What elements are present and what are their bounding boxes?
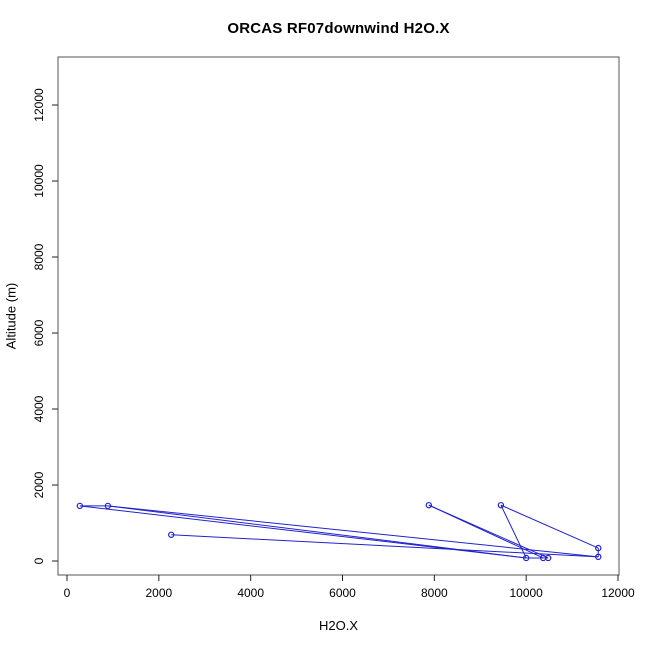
data-point-marker [425,501,433,509]
series-segment [428,504,549,559]
data-point-marker [595,553,602,561]
x-tick-label: 8000 [421,586,448,600]
chart-title: ORCAS RF07downwind H2O.X [227,20,450,37]
data-point-marker [497,501,505,509]
y-tick-label: 10000 [32,164,46,198]
y-tick-label: 8000 [32,243,46,270]
x-tick-label: 10000 [509,586,543,600]
data-point-marker [595,544,602,552]
series-segment [500,504,599,549]
series-segment [79,505,527,559]
series-segment [171,534,599,558]
y-tick-label: 12000 [32,88,46,122]
plot-frame [57,56,620,576]
y-tick-label: 2000 [32,471,46,498]
y-tick-label: 6000 [32,319,46,346]
x-tick-label: 4000 [237,586,264,600]
x-tick-label: 2000 [145,586,172,600]
y-tick-label: 0 [32,557,46,564]
series-segment [500,504,527,559]
series-segment [107,505,599,558]
data-point-marker [545,554,552,562]
x-tick-label: 0 [64,586,71,600]
data-point-marker [522,554,530,562]
data-point-marker [76,502,84,510]
x-tick-label: 6000 [329,586,356,600]
x-axis-label: H2O.X [318,618,358,633]
data-point-marker [168,531,175,538]
data-point-marker [104,502,112,510]
x-tick-label: 12000 [601,586,635,600]
y-tick-label: 4000 [32,395,46,422]
